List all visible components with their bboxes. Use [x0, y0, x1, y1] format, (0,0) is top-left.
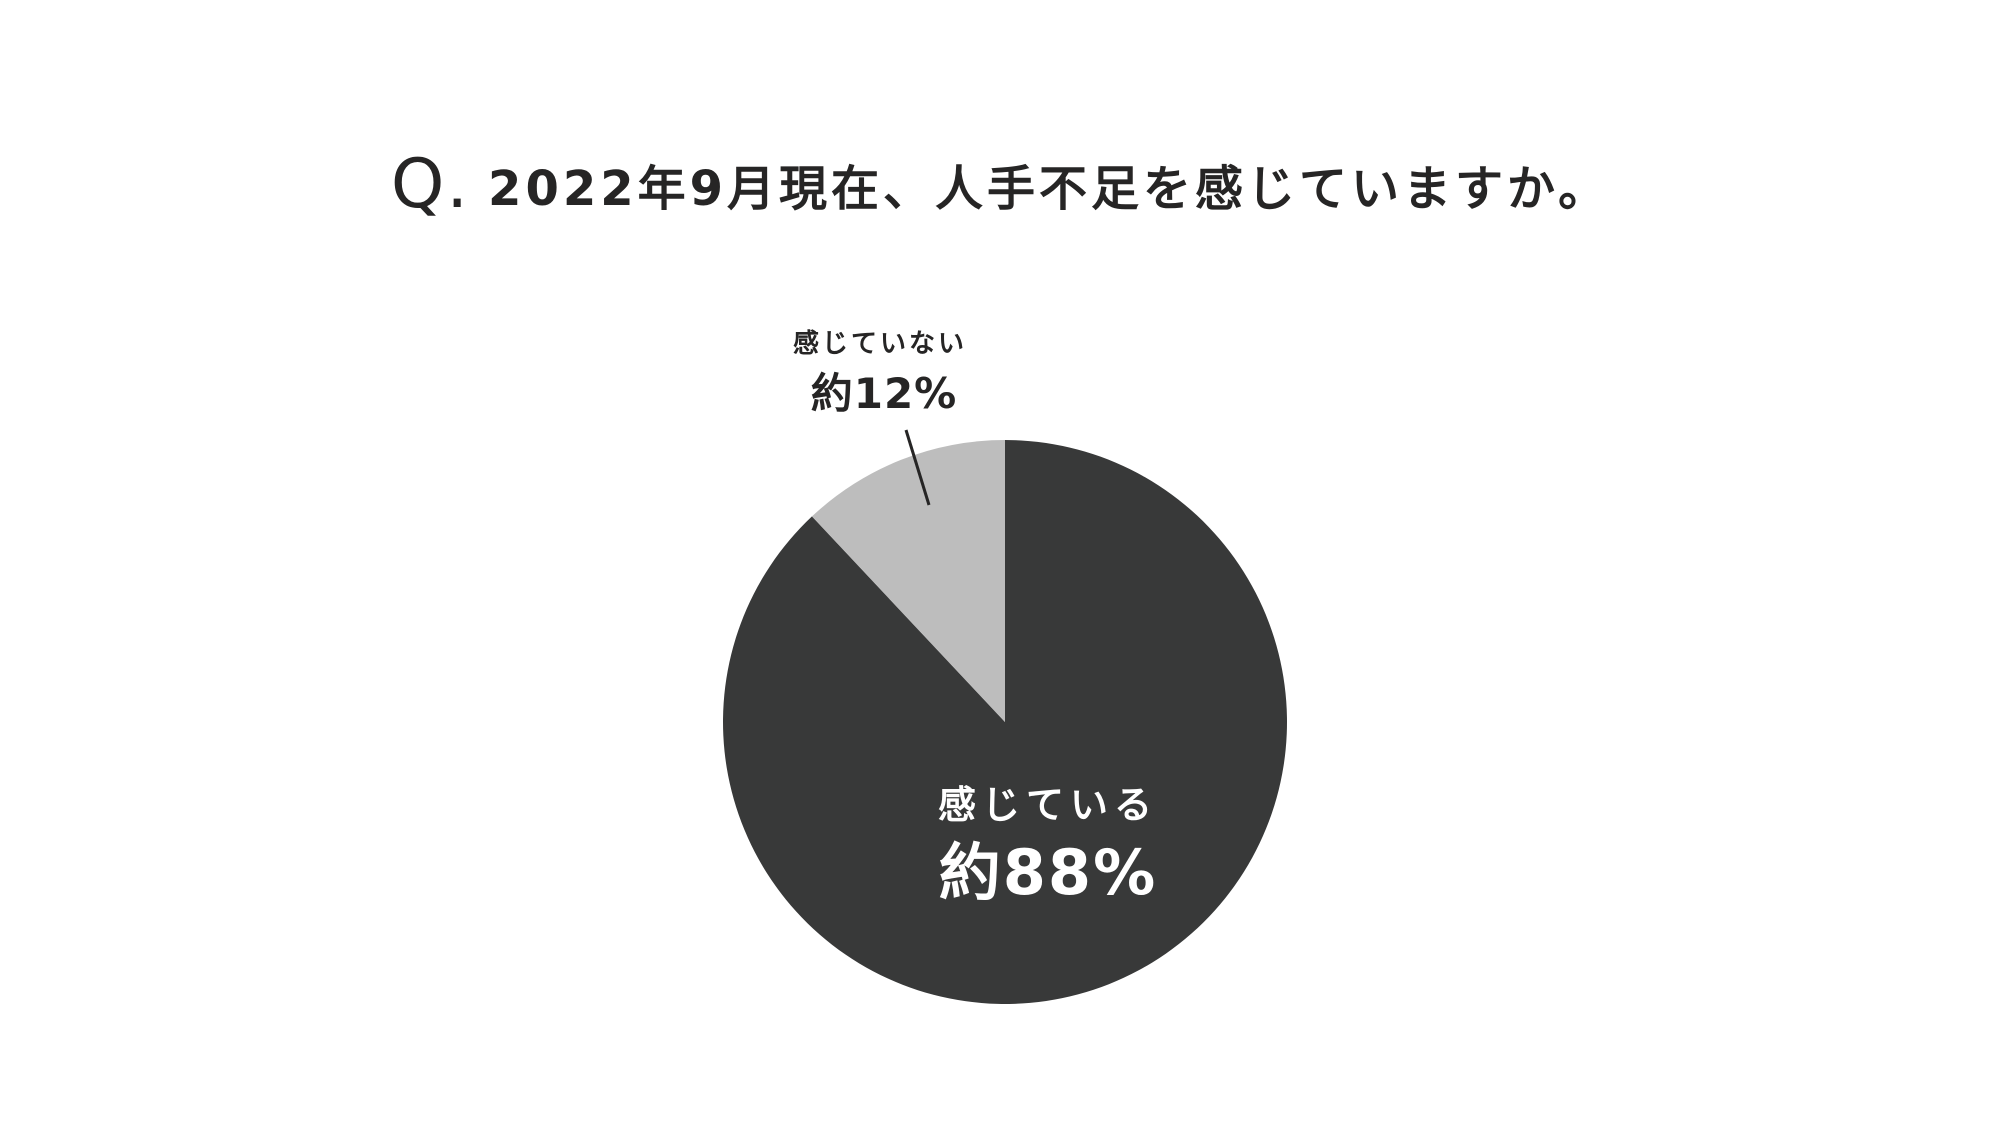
slice-label-feeling: 感じている — [938, 783, 1158, 827]
slice-value-not-feeling: 約12% — [811, 369, 958, 418]
pie-slice-1 — [811, 440, 1005, 722]
slice-value-feeling: 約88% — [939, 836, 1157, 909]
pie-slices — [722, 440, 1287, 1004]
slice-label-not-feeling: 感じていない — [793, 329, 967, 359]
chart-title: Q. 2022年9月現在、人手不足を感じていますか。 — [0, 145, 2001, 224]
pie-slice-0 — [722, 440, 1287, 1004]
question-text: 2022年9月現在、人手不足を感じていますか。 — [488, 161, 1611, 217]
question-prefix: Q. — [390, 145, 471, 224]
leader-line — [904, 429, 931, 506]
